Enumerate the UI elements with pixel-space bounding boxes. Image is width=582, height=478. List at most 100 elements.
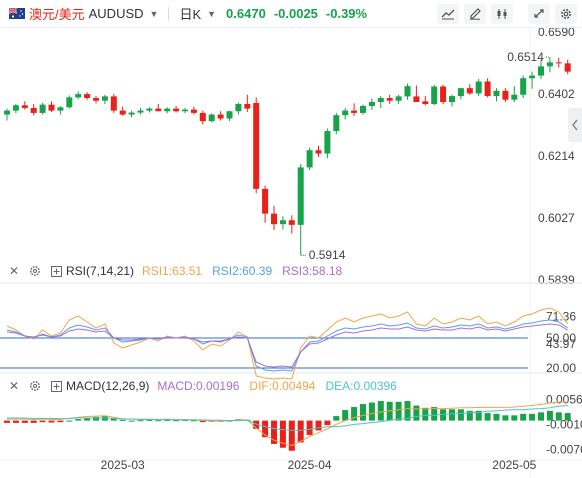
candle-body xyxy=(226,111,233,119)
settings-icon[interactable] xyxy=(28,379,42,393)
rsi-axis-tick: 50.00 xyxy=(546,331,576,345)
candle-body xyxy=(66,97,73,108)
macd-bar xyxy=(538,412,544,421)
candle-body xyxy=(413,96,420,103)
macd-bar xyxy=(360,404,366,421)
symbol-code[interactable]: AUDUSD xyxy=(88,6,144,21)
fullscreen-icon[interactable] xyxy=(528,4,550,24)
candle-body xyxy=(279,220,286,225)
candle-body xyxy=(395,96,402,101)
symbol-dropdown-icon[interactable]: ▼ xyxy=(149,8,159,19)
macd-bar xyxy=(555,412,562,421)
expand-icon[interactable] xyxy=(49,264,63,278)
candle-body xyxy=(235,103,242,112)
candle-body xyxy=(199,112,206,122)
candle-body xyxy=(30,107,37,113)
line-tool-icon[interactable] xyxy=(437,4,459,24)
price-axis-tick: 0.6214 xyxy=(538,149,575,163)
candle-body xyxy=(422,101,429,104)
candle-body xyxy=(164,108,171,112)
settings-icon[interactable] xyxy=(28,264,42,278)
high-annotation: 0.6514 xyxy=(507,50,544,64)
candle-body xyxy=(315,150,322,154)
candle-body xyxy=(155,108,162,112)
candle-body xyxy=(39,104,46,113)
period-selector[interactable]: 日K xyxy=(179,7,202,22)
candle-body xyxy=(208,114,215,122)
candle-body xyxy=(271,213,277,225)
chart-header: 澳元/美元 AUDUSD ▼ 日K ▼ 0.6470 -0.0025 -0.39… xyxy=(0,0,582,28)
macd-bar xyxy=(30,420,37,423)
macd-bar xyxy=(413,405,420,421)
candle-body xyxy=(466,88,473,94)
rsi-axis-tick: 43.97 xyxy=(546,337,576,351)
candle-body xyxy=(457,88,464,97)
period-dropdown-icon[interactable]: ▼ xyxy=(207,8,217,19)
macd-bar xyxy=(520,413,527,421)
candle-body xyxy=(253,102,260,189)
dif-line xyxy=(7,401,568,446)
candle-type-icon[interactable] xyxy=(491,4,513,24)
candle-body xyxy=(288,220,295,225)
macd-bar xyxy=(484,413,491,421)
price-axis-tick: 0.5839 xyxy=(538,273,575,287)
macd-bar xyxy=(84,417,91,421)
last-price: 0.6470 xyxy=(226,6,266,21)
symbol-cn[interactable]: 澳元/美元 xyxy=(29,7,85,22)
macd-bar xyxy=(324,420,331,426)
candle-body xyxy=(182,109,188,112)
macd-bar xyxy=(21,420,28,423)
rsi3-label: RSI3:58.18 xyxy=(282,264,343,278)
rsi2-line xyxy=(6,319,568,372)
macd-bar xyxy=(110,418,117,421)
macd-bar xyxy=(457,409,464,421)
macd-bar xyxy=(422,407,429,421)
au-flag-icon xyxy=(8,7,25,19)
rsi1-label: RSI1:63.51 xyxy=(142,264,203,278)
candle-body xyxy=(555,62,562,64)
chevron-left-icon xyxy=(572,119,578,131)
price-axis-tick: 0.6590 xyxy=(538,28,575,39)
macd-bar xyxy=(75,419,82,421)
candle-body xyxy=(431,86,438,104)
macd-bar xyxy=(493,413,500,421)
candle-body xyxy=(75,94,82,98)
macd-bar xyxy=(475,410,482,421)
macd-bar xyxy=(297,420,304,443)
rsi1-line xyxy=(6,307,569,380)
macd-bar xyxy=(66,420,73,422)
candle-body xyxy=(110,96,117,111)
macd-bar xyxy=(368,402,375,421)
candle-body xyxy=(529,75,536,79)
close-icon[interactable]: ✕ xyxy=(8,379,20,393)
x-axis-tick: 2025-03 xyxy=(101,458,145,472)
macd-bar xyxy=(511,415,518,421)
settings-icon[interactable] xyxy=(555,4,577,24)
macd-bar xyxy=(155,420,162,422)
macd-bar xyxy=(164,419,171,421)
divider xyxy=(168,6,170,21)
macd-bar xyxy=(395,401,402,421)
collapse-panel-button[interactable] xyxy=(568,108,582,142)
rsi-title: RSI(7,14,21) xyxy=(66,264,135,278)
close-icon[interactable]: ✕ xyxy=(8,264,20,278)
price-chart[interactable]: 0.6590 0.6402 0.6214 0.6027 0.5839 0.6514 0.59… xyxy=(0,28,582,478)
low-annotation: 0.5914 xyxy=(309,248,346,262)
macd-bar xyxy=(39,420,46,423)
dea-line xyxy=(7,405,568,431)
macd-bar xyxy=(119,419,126,421)
rsi-axis-tick: 20.00 xyxy=(546,361,576,375)
candle-body xyxy=(404,86,411,97)
macd-bar xyxy=(306,420,313,435)
macd-bar xyxy=(199,420,206,423)
candle-body xyxy=(546,62,553,67)
expand-icon[interactable] xyxy=(49,379,63,393)
pen-tool-icon[interactable] xyxy=(464,4,486,24)
macd-bar xyxy=(57,420,64,423)
candle-body xyxy=(101,96,108,101)
price-axis-tick: 0.6027 xyxy=(538,211,575,225)
macd-bar xyxy=(351,407,358,421)
candle-body xyxy=(440,86,447,103)
candle-body xyxy=(360,105,366,113)
rsi3-line xyxy=(6,323,568,368)
